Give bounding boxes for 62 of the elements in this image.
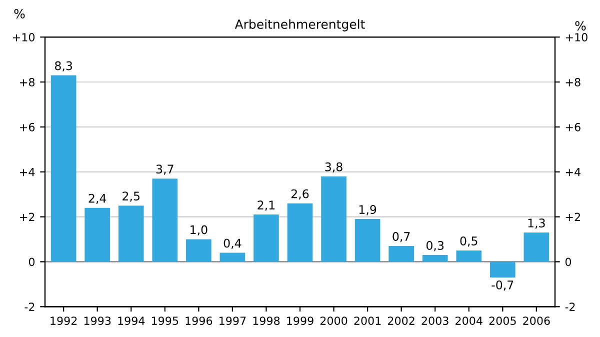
- bar: [524, 232, 550, 262]
- data-label: 0,4: [224, 238, 242, 249]
- x-tick-label: 2003: [422, 316, 448, 325]
- x-tick-label: 2004: [456, 316, 482, 325]
- x-tick-label: 2000: [320, 316, 348, 325]
- y2-tick-label: +4: [566, 168, 580, 176]
- bar: [50, 75, 76, 262]
- bar: [388, 246, 414, 262]
- x-tick-label: 1997: [220, 316, 246, 325]
- data-label: 2,4: [88, 194, 106, 204]
- x-tick-label: 1996: [186, 316, 212, 325]
- bar: [118, 206, 144, 262]
- bar: [84, 208, 110, 262]
- y-tick-label: +10: [13, 33, 35, 42]
- data-label: 0,5: [460, 236, 478, 247]
- x-tick-label: 1998: [253, 316, 280, 325]
- data-label: 2,5: [122, 192, 140, 202]
- x-tick-label: 2005: [489, 316, 516, 325]
- bar: [186, 239, 212, 262]
- x-tick-label: 2002: [388, 316, 414, 325]
- bar: [490, 262, 516, 278]
- y-tick-label: -2: [24, 302, 34, 311]
- bar: [422, 254, 448, 262]
- y2-tick-label: +8: [566, 78, 580, 86]
- y-tick-label: 0: [28, 258, 35, 266]
- y2-tick-label: +2: [566, 212, 580, 222]
- y-axis-title: %: [14, 9, 25, 18]
- data-label: 1,3: [528, 218, 545, 229]
- y2-tick-label: -2: [565, 302, 575, 311]
- bar: [220, 252, 246, 262]
- bar: [354, 219, 380, 262]
- y-tick-label: +6: [20, 122, 35, 132]
- x-tick-label: 1994: [118, 316, 145, 325]
- data-label: 3,7: [156, 164, 174, 175]
- data-label: 2,1: [258, 200, 275, 211]
- y2-axis-title: %: [575, 21, 586, 31]
- data-label: 8,3: [54, 61, 72, 72]
- data-label: 2,6: [291, 189, 309, 200]
- y-tick-label: +4: [20, 168, 35, 176]
- bar: [254, 214, 279, 262]
- y2-tick-label: 0: [565, 258, 572, 266]
- bar: [152, 178, 178, 262]
- data-label: 3,8: [325, 162, 342, 173]
- x-tick-label: 1993: [84, 316, 111, 325]
- y2-tick-label: +10: [566, 33, 588, 42]
- y-tick-label: +8: [20, 78, 35, 86]
- y-tick-label: +2: [20, 212, 34, 222]
- data-label: -0,7: [492, 280, 514, 291]
- bar: [287, 203, 313, 262]
- x-tick-label: 1995: [152, 316, 178, 325]
- x-tick-label: 1999: [287, 316, 314, 325]
- bar: [321, 176, 346, 262]
- data-label: 0,3: [426, 241, 444, 252]
- chart-title: Arbeitnehmerentgelt: [234, 19, 365, 32]
- y2-tick-label: +6: [566, 122, 580, 132]
- x-tick-label: 1992: [50, 316, 77, 325]
- x-tick-label: 2001: [354, 316, 381, 325]
- data-label: 1,0: [190, 225, 208, 236]
- data-label: 1,9: [359, 205, 376, 216]
- bar: [456, 250, 482, 262]
- x-tick-label: 2006: [523, 316, 550, 325]
- data-label: 0,7: [392, 232, 410, 242]
